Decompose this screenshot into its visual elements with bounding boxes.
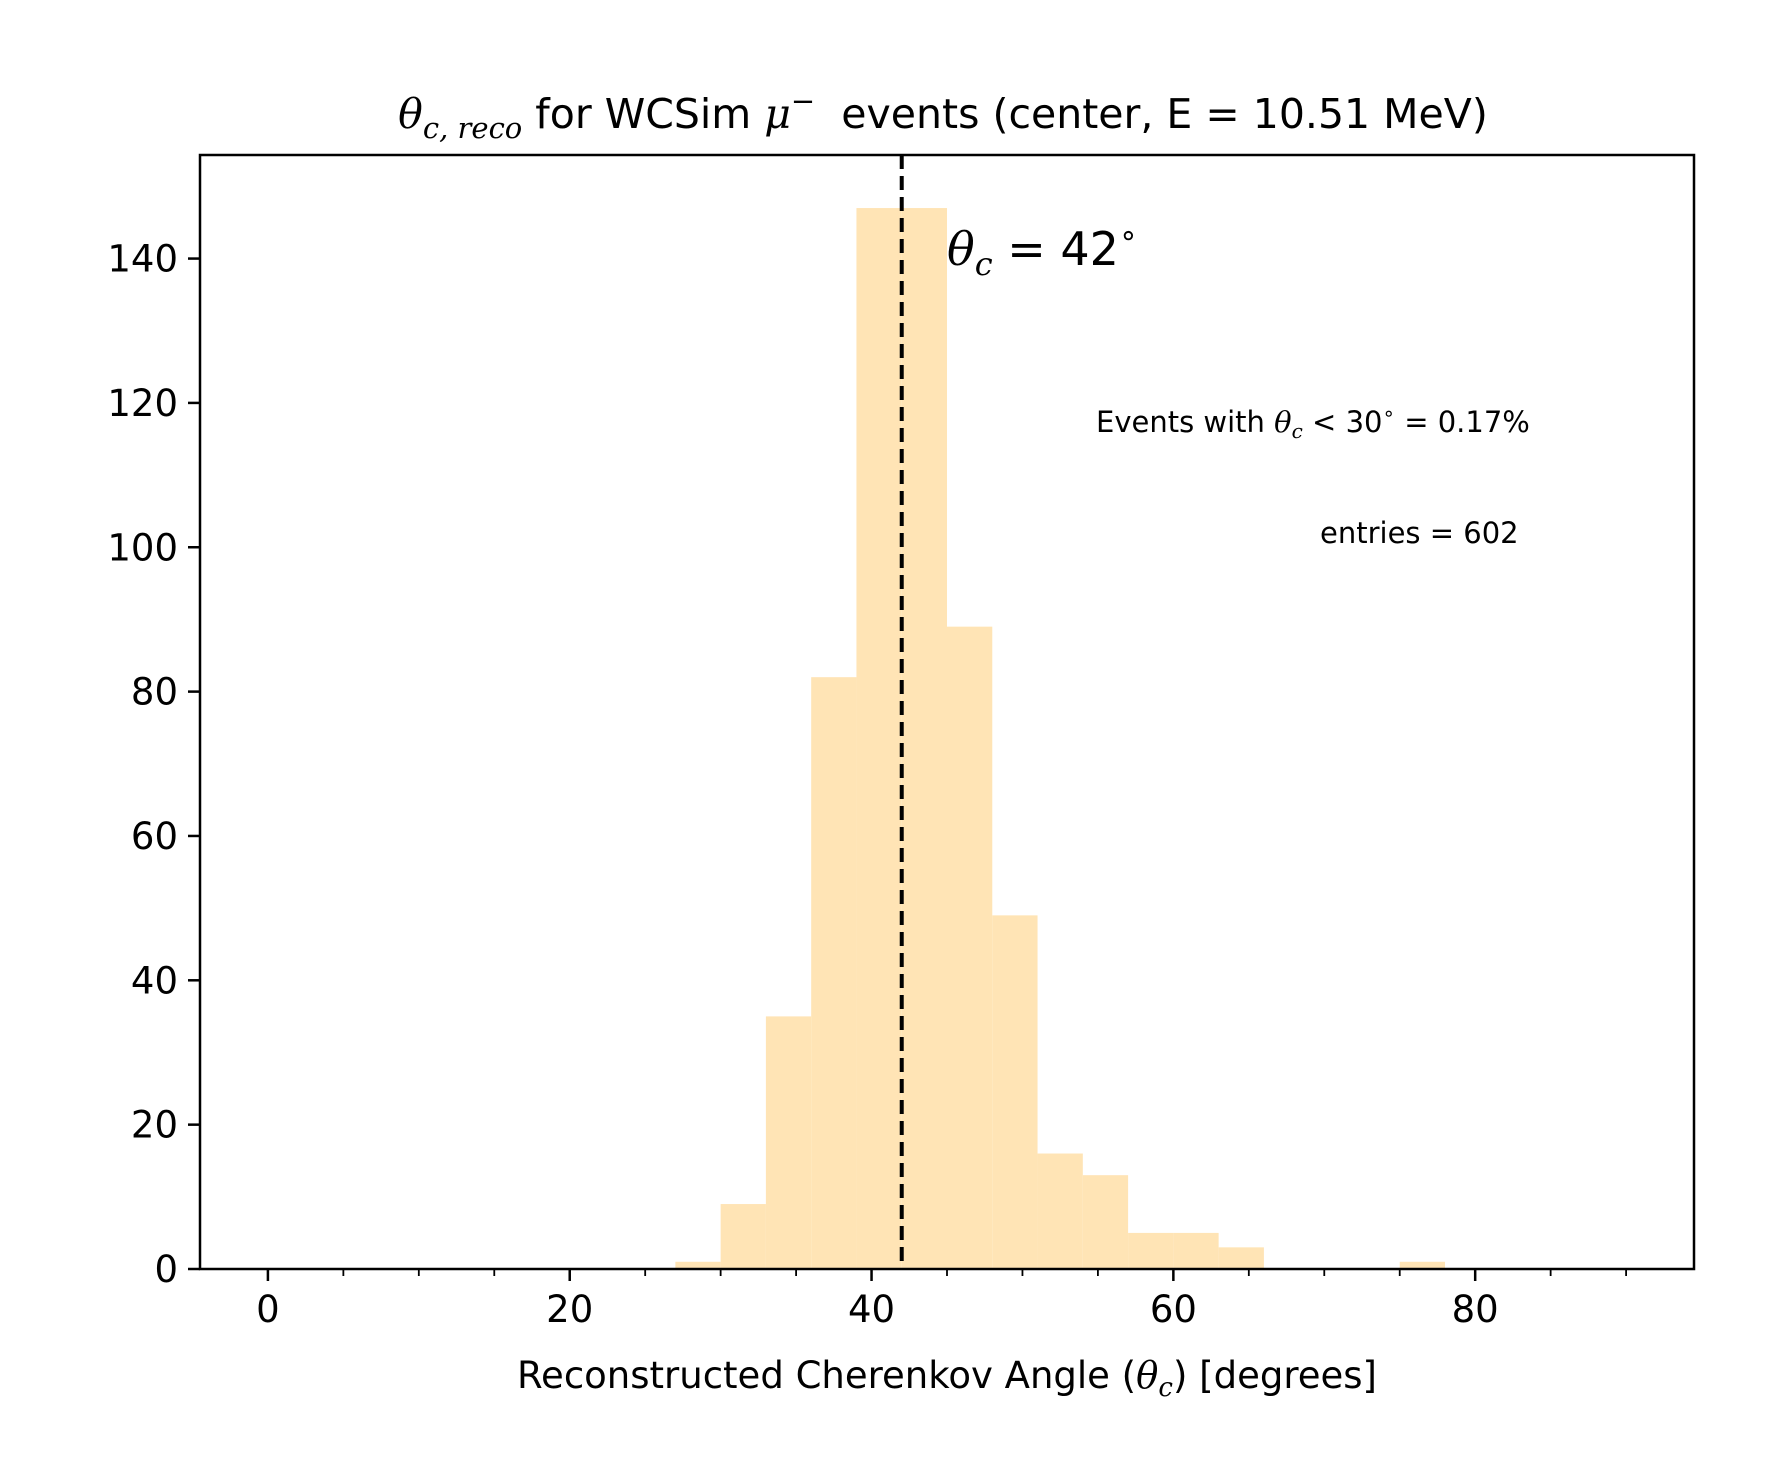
theta-c-annotation: θc = 42∘ bbox=[947, 218, 1138, 283]
y-tick-label-60: 60 bbox=[131, 815, 178, 858]
histogram-bar-45-48 bbox=[947, 626, 993, 1269]
xlabel-text-a: Reconstructed Cherenkov Angle ( bbox=[517, 1354, 1136, 1397]
events-text-c: = 0.17% bbox=[1395, 405, 1530, 439]
title-text-b: events (center, E = 10.51 MeV) bbox=[815, 90, 1488, 138]
histogram-bar-30-33 bbox=[720, 1204, 766, 1269]
title-theta: θ bbox=[398, 90, 423, 138]
events-degree-symbol: ∘ bbox=[1382, 401, 1395, 425]
events-subscript: c bbox=[1292, 419, 1303, 443]
title-theta-subscript: c, reco bbox=[423, 111, 522, 145]
histogram-bar-42-45 bbox=[901, 208, 947, 1270]
title-mu: μ bbox=[764, 90, 791, 138]
histogram-bar-63-66 bbox=[1218, 1247, 1264, 1269]
y-tick-label-140: 140 bbox=[107, 238, 178, 281]
x-tick-label-40: 40 bbox=[848, 1288, 895, 1331]
events-text-a: Events with bbox=[1096, 405, 1274, 439]
histogram-bars bbox=[675, 208, 1445, 1270]
entries-annotation: entries = 602 bbox=[1320, 516, 1519, 550]
y-axis-ticks: 0 20 40 60 80 100 120 140 bbox=[107, 238, 200, 1291]
histogram-bar-27-30 bbox=[675, 1261, 721, 1269]
x-axis-ticks: 0 20 40 60 80 bbox=[256, 1269, 1627, 1331]
histogram-bar-39-42 bbox=[856, 208, 902, 1270]
histogram-bar-48-51 bbox=[992, 915, 1038, 1269]
annot-degree-symbol: ∘ bbox=[1119, 218, 1138, 253]
x-tick-label-20: 20 bbox=[546, 1288, 593, 1331]
histogram-bar-36-39 bbox=[811, 677, 857, 1269]
histogram-bar-60-63 bbox=[1173, 1232, 1219, 1269]
annot-theta: θ bbox=[947, 222, 975, 276]
title-mu-superscript: − bbox=[791, 84, 815, 118]
title-text-a: for WCSim bbox=[522, 90, 764, 138]
events-below-annotation: Events with θc < 30∘ = 0.17% bbox=[1096, 401, 1530, 443]
x-tick-label-0: 0 bbox=[256, 1288, 280, 1331]
y-tick-label-40: 40 bbox=[131, 959, 178, 1002]
y-tick-label-120: 120 bbox=[107, 382, 178, 425]
y-tick-label-20: 20 bbox=[131, 1104, 178, 1147]
histogram-bar-54-57 bbox=[1082, 1175, 1129, 1269]
chart-title: θc, reco for WCSim μ− events (center, E … bbox=[398, 84, 1488, 145]
annot-theta-subscript: c bbox=[975, 245, 993, 283]
events-theta: θ bbox=[1274, 405, 1291, 439]
x-axis-label: Reconstructed Cherenkov Angle (θc) [degr… bbox=[517, 1354, 1377, 1403]
events-text-b: < 30 bbox=[1303, 405, 1383, 439]
y-tick-label-0: 0 bbox=[154, 1248, 178, 1291]
histogram-bar-33-36 bbox=[765, 1016, 812, 1269]
annot-theta-value: = 42 bbox=[993, 222, 1119, 276]
x-tick-label-80: 80 bbox=[1452, 1288, 1499, 1331]
x-tick-label-60: 60 bbox=[1150, 1288, 1197, 1331]
y-tick-label-80: 80 bbox=[131, 671, 178, 714]
histogram-bar-75-78 bbox=[1399, 1261, 1445, 1269]
y-tick-label-100: 100 bbox=[107, 526, 178, 569]
histogram-bar-51-54 bbox=[1037, 1153, 1083, 1269]
xlabel-text-b: ) [degrees] bbox=[1173, 1354, 1377, 1397]
xlabel-theta: θ bbox=[1136, 1354, 1158, 1397]
xlabel-subscript: c bbox=[1158, 1373, 1173, 1403]
histogram-bar-57-60 bbox=[1128, 1232, 1174, 1269]
